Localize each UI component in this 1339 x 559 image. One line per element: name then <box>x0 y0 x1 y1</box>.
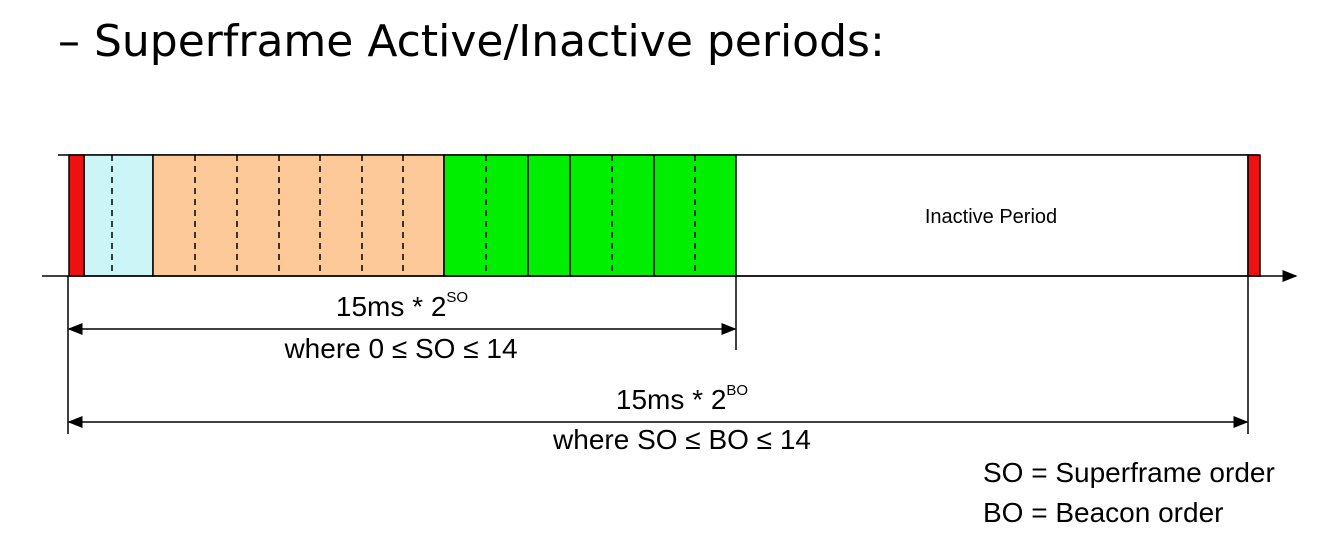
bo-exponent: BO <box>726 382 749 399</box>
cap-slot-light <box>83 154 154 277</box>
bo-condition-label: where SO ≤ BO ≤ 14 <box>553 424 811 455</box>
inactive-period <box>735 154 1249 277</box>
beacon-start <box>68 154 85 277</box>
bo-duration-label: 15ms * 2BO <box>615 382 749 416</box>
beacon-end <box>1247 154 1261 277</box>
so-condition-label: where 0 ≤ SO ≤ 14 <box>284 333 518 364</box>
inactive-period-label: Inactive Period <box>924 206 1058 228</box>
legend-item-so: SO = Superframe order <box>983 457 1275 488</box>
legend-item-bo: BO = Beacon order <box>983 497 1224 528</box>
so-duration-label: 15ms * 2SO <box>335 289 469 323</box>
so-duration-base: 15ms * 2 <box>335 291 447 322</box>
so-exponent: SO <box>446 289 469 306</box>
bo-duration-base: 15ms * 2 <box>615 384 727 415</box>
cap-period <box>152 154 445 277</box>
page-title: – Superframe Active/Inactive periods: <box>58 16 885 67</box>
cfp-period <box>443 154 737 277</box>
